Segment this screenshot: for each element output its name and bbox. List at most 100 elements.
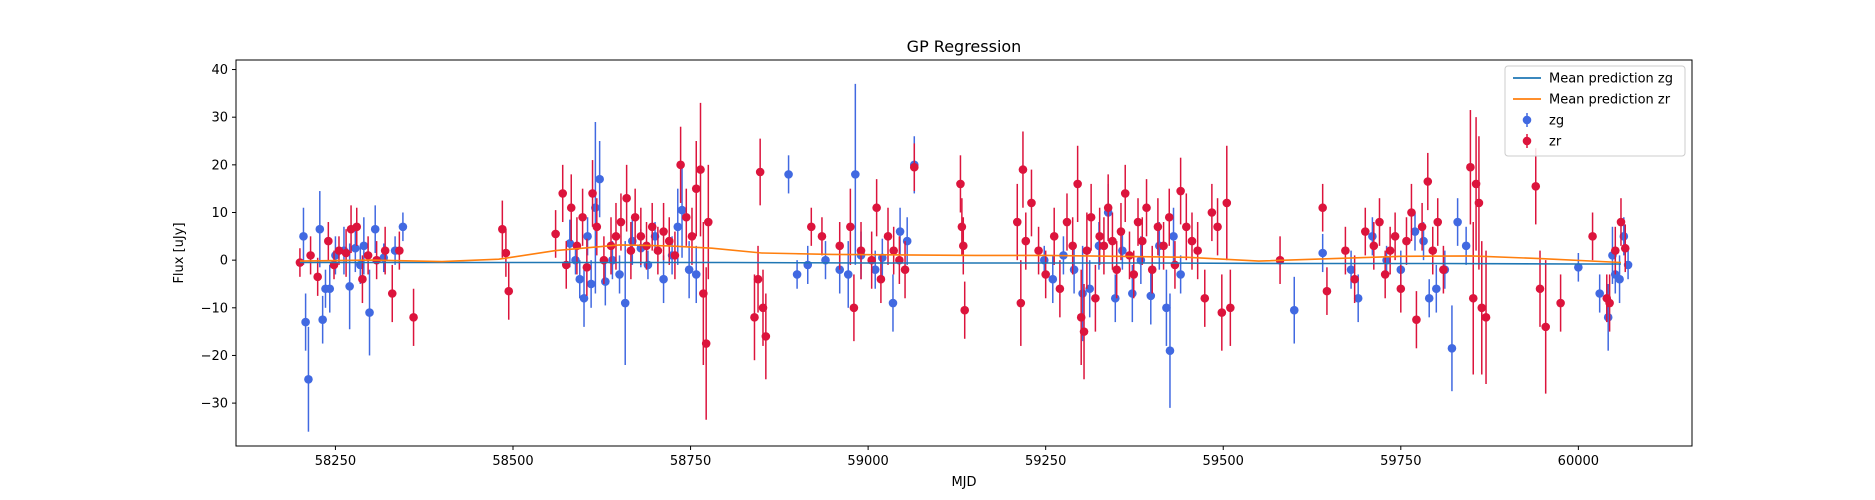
data-point — [957, 222, 967, 232]
data-point — [398, 222, 408, 232]
y-tick-label: −30 — [201, 397, 228, 412]
data-point — [1176, 270, 1185, 279]
data-point — [1103, 203, 1113, 213]
data-point — [611, 232, 621, 241]
data-point — [889, 246, 898, 255]
data-point — [1159, 241, 1168, 251]
data-point — [753, 274, 763, 284]
data-point — [846, 222, 855, 232]
data-point — [313, 272, 322, 282]
data-point — [684, 265, 694, 274]
data-point — [1153, 222, 1163, 232]
data-point — [701, 339, 711, 348]
data-point — [1556, 298, 1565, 308]
data-point — [1137, 236, 1147, 246]
data-point — [647, 222, 657, 232]
data-point — [551, 229, 560, 239]
data-point — [1170, 260, 1180, 270]
data-point — [1108, 236, 1117, 246]
data-point — [601, 277, 610, 286]
data-point — [696, 165, 705, 174]
x-tick-label: 58500 — [492, 454, 533, 469]
data-point — [1176, 186, 1185, 196]
data-point — [306, 251, 315, 260]
data-point — [1468, 293, 1478, 303]
data-point — [387, 289, 397, 298]
data-point — [1187, 236, 1197, 246]
data-point — [299, 232, 308, 241]
data-point — [1322, 286, 1332, 296]
data-point — [1346, 265, 1356, 274]
data-point — [1055, 284, 1065, 294]
data-point — [1439, 265, 1448, 274]
x-axis-label: MJD — [951, 475, 976, 490]
data-point — [1165, 346, 1175, 355]
data-point — [1169, 232, 1178, 241]
data-point — [1481, 313, 1491, 322]
data-point — [359, 241, 369, 251]
data-point — [1390, 232, 1400, 241]
data-point — [351, 243, 360, 253]
data-point — [1461, 241, 1471, 251]
data-point — [304, 374, 313, 384]
data-point — [501, 248, 511, 258]
data-point — [851, 170, 860, 179]
data-point — [566, 203, 576, 213]
data-point — [1595, 289, 1604, 298]
data-point — [1091, 293, 1100, 303]
data-point — [691, 270, 701, 279]
data-point — [1147, 265, 1157, 274]
series-line-Mean prediction zg — [299, 261, 1621, 265]
legend-item: zr — [1522, 134, 1562, 150]
data-point — [324, 236, 333, 246]
data-point — [504, 286, 514, 296]
data-point — [1041, 270, 1050, 279]
data-point — [365, 308, 374, 317]
data-point — [872, 203, 881, 213]
x-tick-label: 60000 — [1558, 454, 1599, 469]
data-point — [1027, 198, 1036, 208]
y-tick-label: 20 — [211, 158, 228, 173]
data-point — [681, 212, 691, 222]
data-point — [1222, 198, 1232, 208]
data-point — [670, 251, 680, 260]
data-point — [958, 241, 968, 251]
data-point — [1016, 298, 1026, 308]
legend-item: Mean prediction zr — [1513, 93, 1671, 108]
data-point — [1116, 227, 1126, 236]
data-point — [1129, 270, 1139, 279]
legend-label: zg — [1549, 114, 1564, 129]
data-point — [1477, 303, 1487, 313]
data-point — [595, 174, 604, 184]
data-point — [1099, 241, 1109, 251]
data-point — [1318, 203, 1327, 213]
data-point — [1466, 162, 1475, 172]
data-point — [792, 270, 802, 279]
legend-label: zr — [1549, 135, 1562, 150]
data-point — [849, 303, 859, 313]
data-point — [1226, 303, 1235, 313]
data-point — [1200, 293, 1210, 303]
x-tick-label: 59750 — [1380, 454, 1421, 469]
data-point — [1049, 232, 1059, 241]
data-point — [1095, 232, 1104, 241]
data-point — [895, 227, 905, 236]
data-point — [1615, 274, 1624, 284]
data-point — [1068, 241, 1077, 251]
data-point — [583, 232, 592, 241]
y-tick-label: 40 — [211, 63, 228, 78]
data-point — [1164, 212, 1174, 222]
data-point — [1610, 246, 1620, 255]
data-point — [1193, 246, 1202, 255]
data-point — [1128, 289, 1137, 298]
data-point — [673, 222, 683, 232]
x-tick-label: 59000 — [847, 454, 888, 469]
data-point — [334, 246, 344, 255]
data-point — [578, 212, 587, 222]
data-point — [761, 332, 771, 341]
data-point — [301, 317, 310, 327]
x-tick-label: 59500 — [1203, 454, 1244, 469]
data-point — [1341, 246, 1350, 255]
